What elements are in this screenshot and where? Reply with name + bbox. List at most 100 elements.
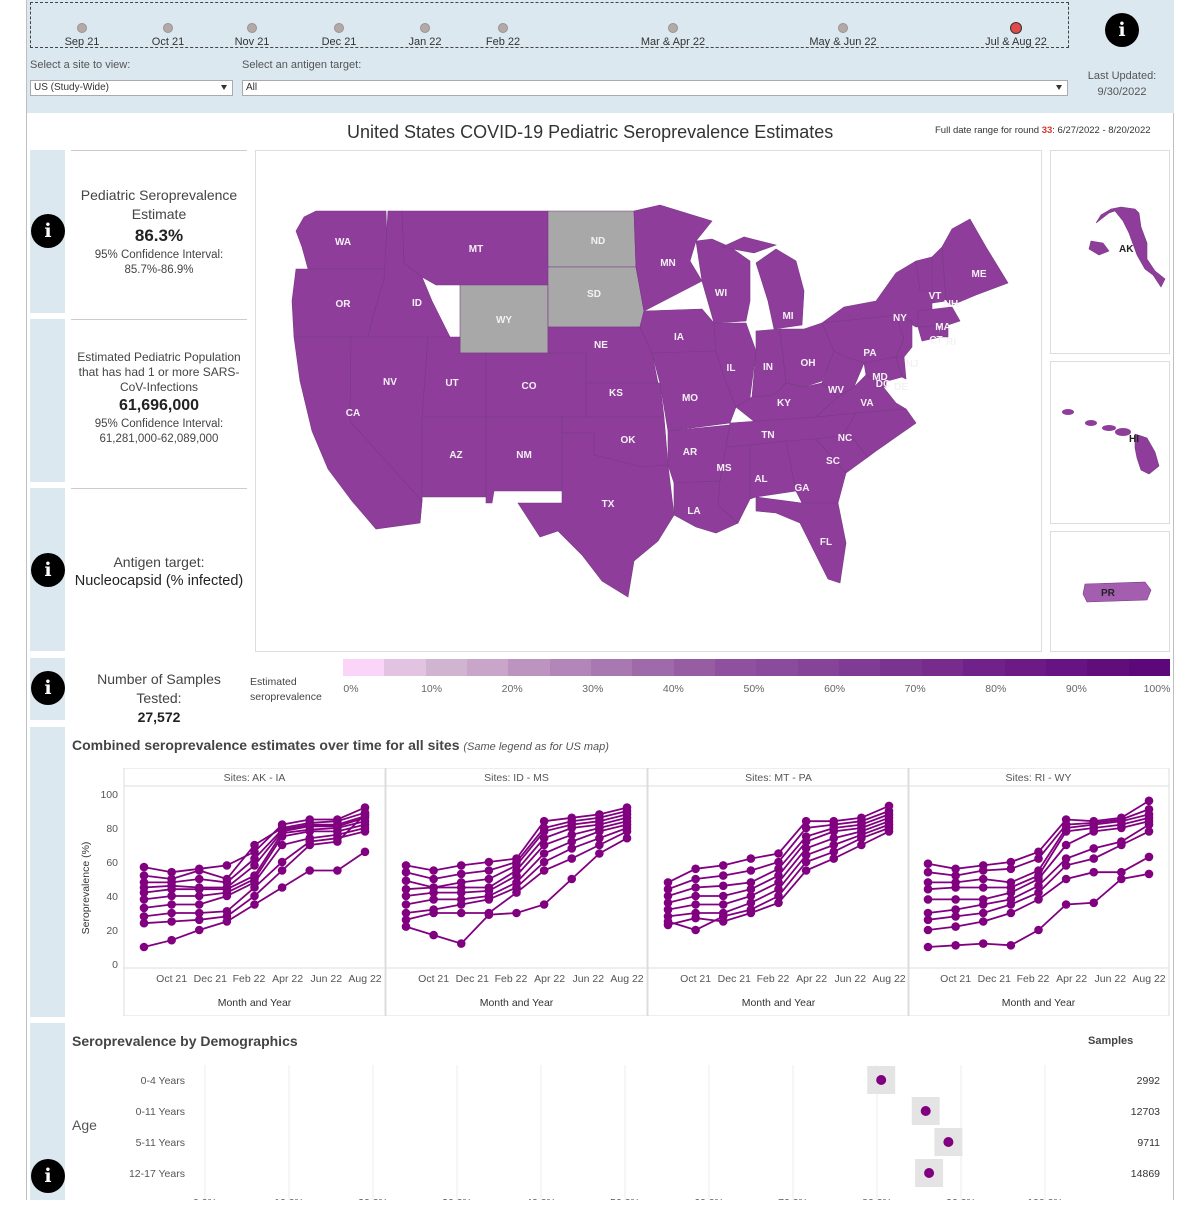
data-point[interactable] (194, 900, 204, 909)
data-point[interactable] (923, 867, 933, 877)
data-point[interactable] (923, 942, 933, 952)
data-point[interactable] (746, 908, 756, 918)
state-AL[interactable] (749, 440, 797, 500)
demographic-point[interactable] (920, 1106, 931, 1116)
data-point[interactable] (539, 857, 549, 867)
data-point[interactable] (456, 939, 466, 948)
data-point[interactable] (774, 857, 783, 867)
info-icon[interactable]: i (31, 671, 65, 705)
data-point[interactable] (746, 891, 756, 901)
data-point[interactable] (978, 866, 988, 875)
data-point[interactable] (951, 864, 960, 874)
data-point[interactable] (595, 849, 604, 858)
data-point[interactable] (691, 900, 700, 909)
data-point[interactable] (222, 917, 232, 926)
timeline-dot[interactable] (420, 23, 430, 33)
data-point[interactable] (829, 840, 839, 850)
inset-alaska[interactable]: AK (1050, 150, 1170, 354)
data-point[interactable] (512, 871, 521, 880)
timeline-label[interactable]: Jan 22 (408, 36, 442, 48)
data-point[interactable] (139, 903, 149, 913)
data-point[interactable] (401, 922, 411, 931)
data-point[interactable] (250, 840, 259, 850)
data-point[interactable] (456, 908, 466, 918)
data-point[interactable] (429, 888, 438, 897)
data-point[interactable] (1034, 874, 1043, 884)
data-point[interactable] (774, 864, 783, 874)
data-point[interactable] (539, 840, 549, 850)
timeline-label[interactable]: Jul & Aug 22 (985, 36, 1047, 48)
data-point[interactable] (1006, 857, 1016, 867)
info-icon[interactable]: i (31, 553, 65, 587)
timeline-label[interactable]: Oct 21 (151, 36, 185, 48)
data-point[interactable] (1034, 895, 1043, 904)
timeline-dot[interactable] (498, 23, 508, 33)
info-icon[interactable]: i (31, 1159, 65, 1193)
info-icon[interactable]: i (31, 214, 65, 248)
data-point[interactable] (167, 917, 176, 926)
data-point[interactable] (539, 866, 549, 875)
data-point[interactable] (250, 847, 259, 857)
data-point[interactable] (718, 891, 728, 901)
data-point[interactable] (691, 883, 700, 892)
data-point[interactable] (923, 878, 933, 887)
data-point[interactable] (691, 913, 700, 923)
state-WI[interactable] (695, 238, 751, 324)
data-point[interactable] (539, 816, 549, 826)
data-point[interactable] (951, 941, 960, 950)
state-DC[interactable] (875, 376, 887, 388)
data-point[interactable] (857, 833, 866, 843)
data-point[interactable] (923, 908, 933, 918)
data-point[interactable] (567, 844, 577, 853)
data-point[interactable] (1061, 840, 1071, 850)
data-point[interactable] (250, 854, 259, 863)
demographic-point[interactable] (876, 1075, 887, 1085)
timeline-dot[interactable] (247, 23, 257, 33)
data-point[interactable] (746, 898, 756, 908)
inset-hawaii[interactable]: HI (1050, 361, 1170, 524)
data-point[interactable] (539, 900, 549, 909)
data-point[interactable] (456, 869, 466, 879)
data-point[interactable] (1061, 874, 1071, 884)
data-point[interactable] (1089, 854, 1099, 863)
data-point[interactable] (456, 900, 466, 909)
data-point[interactable] (567, 854, 577, 863)
demographic-point[interactable] (943, 1137, 954, 1147)
data-point[interactable] (1061, 861, 1071, 870)
data-point[interactable] (1144, 796, 1154, 806)
data-point[interactable] (456, 861, 466, 870)
data-point[interactable] (801, 866, 811, 875)
site-dropdown[interactable]: US (Study-Wide) (30, 80, 233, 96)
data-point[interactable] (167, 908, 176, 918)
data-point[interactable] (167, 900, 176, 909)
state-AZ[interactable] (419, 416, 487, 524)
data-point[interactable] (1006, 900, 1016, 909)
data-point[interactable] (978, 883, 988, 892)
data-point[interactable] (250, 861, 259, 870)
data-point[interactable] (923, 915, 933, 925)
data-point[interactable] (401, 884, 411, 894)
data-point[interactable] (1144, 869, 1154, 879)
timeline-label[interactable]: Feb 22 (485, 36, 521, 48)
state-ME[interactable] (941, 218, 1009, 306)
data-point[interactable] (691, 864, 700, 874)
data-point[interactable] (194, 866, 204, 875)
data-point[interactable] (139, 871, 149, 880)
timeline-dot[interactable] (838, 23, 848, 33)
data-point[interactable] (194, 874, 204, 884)
data-point[interactable] (663, 884, 673, 894)
data-point[interactable] (801, 850, 811, 860)
data-point[interactable] (250, 883, 259, 892)
data-point[interactable] (923, 925, 933, 935)
data-point[interactable] (951, 922, 960, 931)
data-point[interactable] (222, 861, 232, 870)
data-point[interactable] (1144, 852, 1154, 862)
data-point[interactable] (250, 900, 259, 909)
data-point[interactable] (539, 833, 549, 843)
data-point[interactable] (663, 905, 673, 914)
state-MN[interactable] (633, 204, 713, 312)
state-WA[interactable] (295, 210, 389, 270)
data-point[interactable] (139, 918, 149, 928)
data-point[interactable] (401, 915, 411, 925)
data-point[interactable] (305, 840, 315, 850)
